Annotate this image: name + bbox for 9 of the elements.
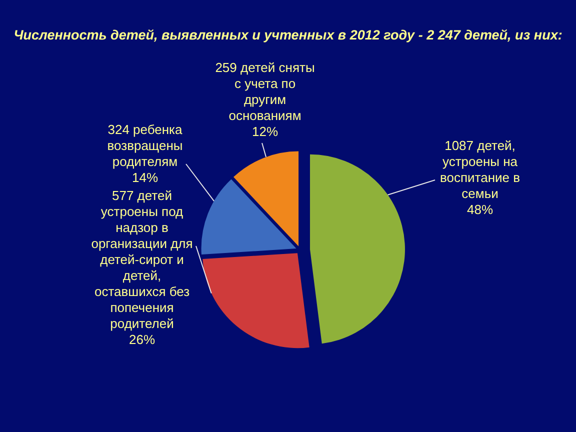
slice-label: 324 ребенка возвращены родителям <box>107 122 184 169</box>
slice-label: 259 детей сняты с учета по другим основаниям <box>215 60 315 123</box>
data-label: 14% <box>132 170 158 185</box>
data-label: 12% <box>252 124 278 139</box>
slice-label: 1087 детей, устроены на воспитание в семьи <box>440 138 520 201</box>
data-label: 26% <box>128 332 156 347</box>
category-label: 577 детей устроены под надзор в организации для детей-сирот и детей, оставшихся без попечения родителей <box>91 188 193 331</box>
data-label: 48% <box>466 202 494 217</box>
chart-title: Численность детей, выявленных и учтенных в 2012 году - 2 247 детей, из них: <box>14 28 562 42</box>
